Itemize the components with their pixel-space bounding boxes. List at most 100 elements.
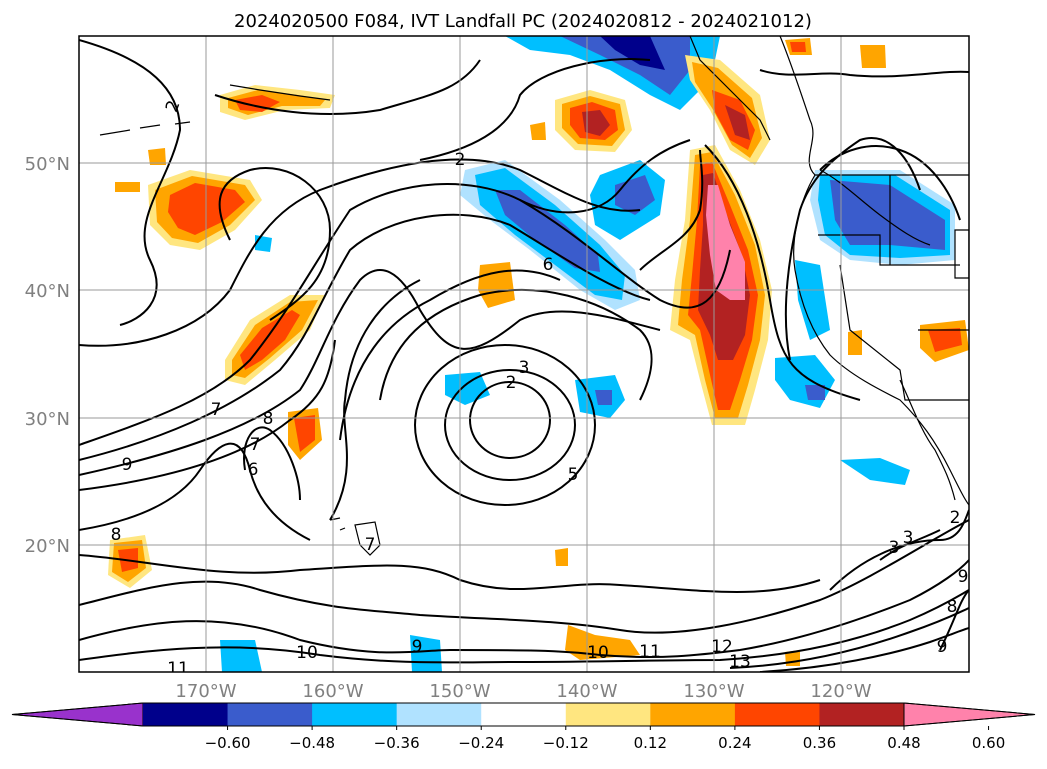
contour-line	[79, 39, 182, 326]
contour-line	[79, 269, 661, 476]
positive-anomaly-region	[555, 548, 568, 566]
contour-line	[444, 369, 576, 481]
coastline	[689, 36, 771, 141]
map-background	[79, 36, 969, 672]
contour-line	[79, 339, 336, 491]
contour-label: 7	[365, 535, 376, 555]
negative-anomaly-region	[255, 235, 272, 252]
colorbar-bin	[481, 703, 567, 726]
coastline	[354, 521, 381, 556]
colorbar-bin	[143, 703, 229, 726]
colorbar-tick-label: −0.12	[543, 734, 589, 752]
contour-label: 9	[958, 567, 969, 587]
state-boundary	[818, 234, 960, 266]
colorbar-extend-low	[11, 702, 144, 727]
contour-label: 6	[543, 255, 554, 275]
longitude-labels: 170°W 160°W 150°W 140°W 130°W 120°W	[175, 681, 871, 702]
positive-anomaly-region	[928, 328, 962, 352]
positive-anomaly-region	[582, 110, 610, 136]
contour-line	[759, 627, 969, 672]
colorbar-tick-label: 0.12	[634, 734, 667, 752]
contour-line	[879, 529, 941, 561]
colorbar-outline	[11, 702, 1036, 727]
lon-label: 140°W	[556, 681, 617, 702]
negative-anomaly-region	[220, 640, 262, 672]
contour-line	[469, 381, 551, 459]
colorbar-tick-label: 0.36	[803, 734, 836, 752]
negative-anomaly-region	[595, 390, 612, 405]
colorbar-tick-label: −0.48	[289, 734, 335, 752]
state-boundary	[954, 229, 969, 279]
contour-line	[704, 144, 861, 401]
lat-label: 20°N	[25, 536, 70, 557]
contour-label: 9	[937, 637, 948, 657]
colorbar-bin	[734, 703, 820, 726]
contour-line	[819, 145, 961, 221]
positive-anomaly-region	[790, 42, 806, 52]
contour-line	[79, 519, 969, 634]
lon-label: 130°W	[683, 681, 744, 702]
map-panel: 2 2 6 3 2 5 3 3 2 7 6 8 9 8 7 10 9 10 11…	[79, 36, 969, 679]
contour-label: 12	[711, 637, 733, 657]
contour-label: 2	[506, 373, 517, 393]
contour-line	[939, 589, 969, 651]
contour-label: 2	[950, 508, 961, 528]
positive-anomaly-region	[725, 105, 750, 140]
contour-label: 8	[111, 525, 122, 545]
contour-line	[214, 59, 481, 116]
colorbar-tick-label: 0.60	[972, 734, 1005, 752]
colorbar-bin	[650, 703, 736, 726]
lat-label: 50°N	[25, 154, 70, 175]
colorbar: −0.60 −0.48 −0.36 −0.24 −0.12 0.12 0.24 0.36 0.4…	[11, 702, 1036, 752]
lon-label: 170°W	[175, 681, 236, 702]
negative-anomaly-region	[840, 458, 910, 485]
contour-line	[79, 158, 641, 347]
positive-anomaly-region	[706, 185, 745, 300]
contour-line	[414, 344, 596, 506]
contour-label: 10	[296, 643, 318, 663]
contour-line	[79, 182, 731, 446]
contour-line	[79, 213, 651, 461]
contour-label: 3	[519, 358, 530, 378]
contour-label: 7	[250, 435, 261, 455]
contour-label: 8	[947, 597, 958, 617]
positive-anomaly-region	[530, 122, 546, 140]
coastline	[99, 121, 191, 136]
negative-anomaly-region	[560, 36, 690, 95]
contour-label: 8	[263, 409, 274, 429]
lat-label: 30°N	[25, 409, 70, 430]
contour-line	[829, 509, 969, 591]
contour-line	[218, 167, 332, 321]
contour-label: 11	[639, 642, 661, 662]
figure-title: 2024020500 F084, IVT Landfall PC (202402…	[234, 11, 812, 32]
colorbar-bin	[227, 703, 313, 726]
colorbar-tick-label: −0.24	[458, 734, 504, 752]
contour-label: 11	[167, 659, 189, 679]
contour-line	[79, 559, 969, 659]
negative-anomaly-region	[495, 190, 600, 272]
contour-label: 2	[455, 150, 466, 170]
negative-anomaly-region	[805, 385, 825, 400]
colorbar-bin	[819, 703, 905, 726]
contour-label: 13	[729, 652, 751, 672]
coastline	[819, 169, 931, 246]
coastline	[899, 379, 956, 501]
contour-line	[79, 589, 969, 664]
state-boundary	[839, 264, 969, 401]
positive-anomaly-region	[115, 182, 140, 192]
colorbar-tick-label: 0.48	[887, 734, 920, 752]
colorbar-bin	[396, 703, 482, 726]
contour-label: 9	[122, 455, 133, 475]
contour-label: 5	[568, 465, 579, 485]
negative-anomaly-region	[600, 36, 665, 70]
contour-line	[729, 607, 969, 669]
contour-line	[243, 426, 301, 501]
coastlines	[99, 36, 969, 556]
lon-label: 160°W	[302, 681, 363, 702]
map-frame	[78, 35, 970, 673]
contour-line	[379, 288, 653, 401]
lon-label: 120°W	[810, 681, 871, 702]
gridlines	[79, 36, 969, 672]
coastline	[779, 36, 969, 506]
